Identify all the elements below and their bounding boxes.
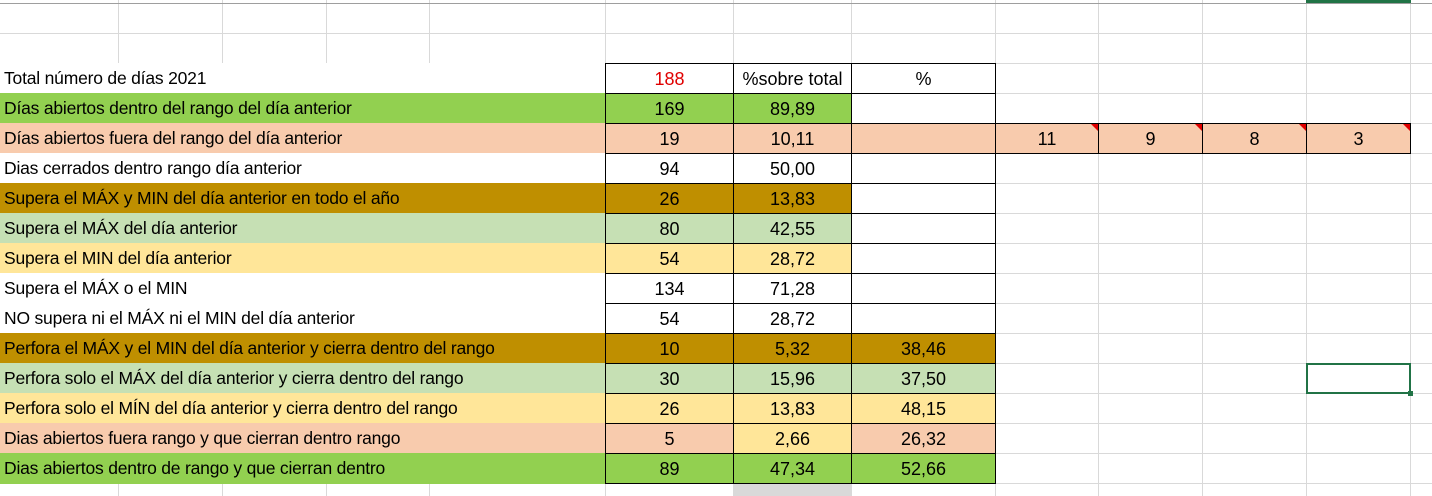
row-label[interactable]: Supera el MÁX o el MIN	[0, 273, 606, 304]
extra-value-cell[interactable]: 8	[1202, 123, 1307, 154]
header-label[interactable]: Total número de días 2021	[0, 63, 606, 94]
fill-handle[interactable]	[1408, 391, 1413, 396]
row-pct[interactable]: 38,46	[851, 333, 996, 364]
selected-cell-top-edge	[1306, 0, 1411, 3]
row-pct-total[interactable]: 13,83	[733, 393, 852, 424]
row-pct-total[interactable]: 28,72	[733, 243, 852, 274]
row-label[interactable]: Supera el MÁX y MIN del día anterior en …	[0, 183, 606, 214]
row-pct-total[interactable]: 10,11	[733, 123, 852, 154]
row-label[interactable]: NO supera ni el MÁX ni el MIN del día an…	[0, 303, 606, 334]
row-label[interactable]: Dias abiertos fuera rango y que cierran …	[0, 423, 606, 454]
comment-indicator-icon[interactable]	[1091, 124, 1098, 131]
row-count[interactable]: 54	[605, 243, 734, 274]
gridline	[1202, 0, 1203, 496]
row-pct-total[interactable]: 13,83	[733, 183, 852, 214]
row-pct-total[interactable]: 42,55	[733, 213, 852, 244]
row-pct-total[interactable]: 28,72	[733, 303, 852, 334]
row-count[interactable]: 10	[605, 333, 734, 364]
row-count[interactable]: 169	[605, 93, 734, 124]
row-count[interactable]: 89	[605, 453, 734, 484]
row-label[interactable]: Perfora el MÁX y el MIN del día anterior…	[0, 333, 606, 364]
row-count[interactable]: 30	[605, 363, 734, 394]
row-pct[interactable]	[851, 303, 996, 334]
top-border	[0, 3, 1432, 4]
row-label[interactable]: Días abiertos fuera del rango del día an…	[0, 123, 606, 154]
row-label[interactable]: Supera el MIN del día anterior	[0, 243, 606, 274]
row-count[interactable]: 19	[605, 123, 734, 154]
row-pct-total[interactable]: 15,96	[733, 363, 852, 394]
extra-value-cell[interactable]: 11	[995, 123, 1099, 154]
row-pct[interactable]: 37,50	[851, 363, 996, 394]
row-count[interactable]: 54	[605, 303, 734, 334]
row-pct[interactable]	[851, 123, 996, 154]
row-pct[interactable]	[851, 93, 996, 124]
gridline	[0, 33, 1432, 34]
row-label[interactable]: Perfora solo el MÍN del día anterior y c…	[0, 393, 606, 424]
row-pct-total[interactable]: 71,28	[733, 273, 852, 304]
row-count[interactable]: 5	[605, 423, 734, 454]
selected-cell[interactable]	[1306, 363, 1411, 394]
header-pct-total[interactable]: %sobre total	[733, 63, 852, 94]
gridline	[1410, 0, 1411, 496]
row-pct[interactable]: 48,15	[851, 393, 996, 424]
row-pct[interactable]	[851, 273, 996, 304]
header-pct[interactable]: %	[851, 63, 996, 94]
row-pct-total[interactable]: 47,34	[733, 453, 852, 484]
row-label[interactable]: Dias cerrados dentro rango día anterior	[0, 153, 606, 184]
row-count[interactable]: 26	[605, 183, 734, 214]
row-label[interactable]: Perfora solo el MÁX del día anterior y c…	[0, 363, 606, 394]
gridline	[1306, 0, 1307, 496]
row-count[interactable]: 94	[605, 153, 734, 184]
row-count[interactable]: 26	[605, 393, 734, 424]
row-pct[interactable]	[851, 213, 996, 244]
row-count[interactable]: 80	[605, 213, 734, 244]
row-pct-total[interactable]: 5,32	[733, 333, 852, 364]
comment-indicator-icon[interactable]	[1299, 124, 1306, 131]
row-pct-total[interactable]: 89,89	[733, 93, 852, 124]
gridline	[1098, 0, 1099, 496]
row-count[interactable]: 134	[605, 273, 734, 304]
comment-indicator-icon[interactable]	[1403, 124, 1410, 131]
extra-value-cell[interactable]: 9	[1098, 123, 1203, 154]
row-pct[interactable]: 26,32	[851, 423, 996, 454]
row-pct[interactable]: 52,66	[851, 453, 996, 484]
row-label[interactable]: Días abiertos dentro del rango del día a…	[0, 93, 606, 124]
highlighted-cell[interactable]	[734, 484, 851, 496]
extra-value-cell[interactable]: 3	[1306, 123, 1411, 154]
row-pct[interactable]	[851, 183, 996, 214]
row-pct[interactable]	[851, 243, 996, 274]
row-pct[interactable]	[851, 153, 996, 184]
row-label[interactable]: Dias abiertos dentro de rango y que cier…	[0, 453, 606, 484]
header-count[interactable]: 188	[605, 63, 734, 94]
row-pct-total[interactable]: 50,00	[733, 153, 852, 184]
comment-indicator-icon[interactable]	[1195, 124, 1202, 131]
row-pct-total[interactable]: 2,66	[733, 423, 852, 454]
row-label[interactable]: Supera el MÁX del día anterior	[0, 213, 606, 244]
